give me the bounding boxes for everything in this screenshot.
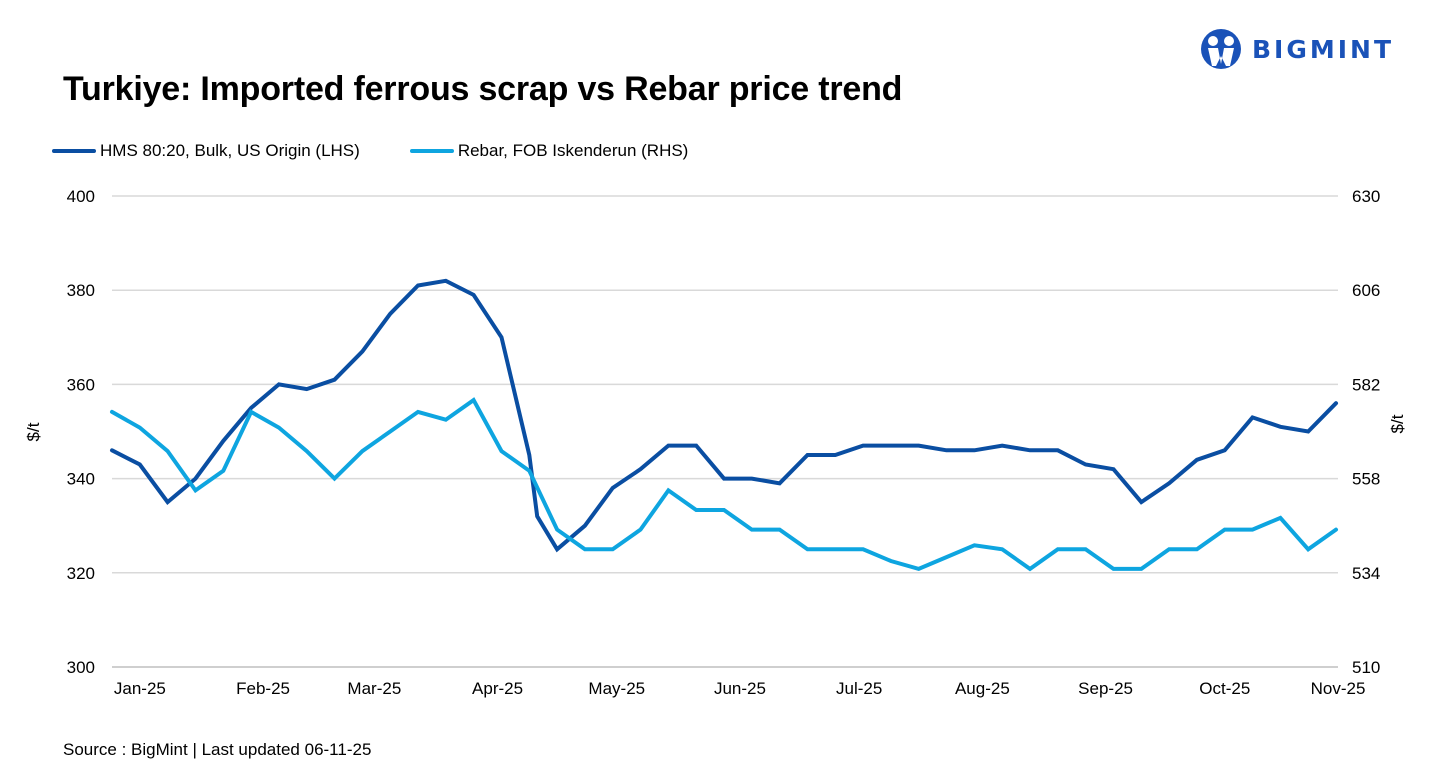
x-tick-label: Jun-25 <box>714 679 766 698</box>
y-tick-label-left: 300 <box>67 658 95 677</box>
x-tick-label: Apr-25 <box>472 679 523 698</box>
source-note: Source : BigMint | Last updated 06-11-25 <box>63 740 372 759</box>
y-tick-label-left: 360 <box>67 375 95 394</box>
logo-mark-icon <box>1201 29 1241 69</box>
legend-swatch-rebar <box>409 149 454 153</box>
bigmint-logo: BIGMINT <box>1200 28 1394 70</box>
x-tick-label: Mar-25 <box>347 679 401 698</box>
legend: HMS 80:20, Bulk, US Origin (LHS) Rebar, … <box>52 141 738 161</box>
y-tick-label-right: 582 <box>1352 375 1380 394</box>
y-tick-label-right: 510 <box>1352 658 1380 677</box>
y-tick-label-right: 630 <box>1352 187 1380 206</box>
x-tick-label: Feb-25 <box>236 679 290 698</box>
y-axis-label-left: $/t <box>24 422 43 441</box>
x-tick-label: Jul-25 <box>836 679 882 698</box>
legend-label-hms: HMS 80:20, Bulk, US Origin (LHS) <box>100 141 360 160</box>
y-tick-label-right: 534 <box>1352 564 1380 583</box>
x-tick-label: Nov-25 <box>1311 679 1366 698</box>
y-tick-label-left: 380 <box>67 281 95 300</box>
legend-item-rebar: Rebar, FOB Iskenderun (RHS) <box>409 141 689 161</box>
legend-swatch-hms <box>52 149 96 153</box>
chart-title: Turkiye: Imported ferrous scrap vs Rebar… <box>63 70 903 108</box>
x-tick-label: Oct-25 <box>1199 679 1250 698</box>
y-tick-label-right: 558 <box>1352 470 1380 489</box>
legend-item-hms: HMS 80:20, Bulk, US Origin (LHS) <box>52 141 360 161</box>
y-tick-label-left: 340 <box>67 470 95 489</box>
series-line-rebar <box>110 397 1338 572</box>
legend-label-rebar: Rebar, FOB Iskenderun (RHS) <box>457 141 689 160</box>
logo-text: BIGMINT <box>1252 34 1395 64</box>
x-tick-label: Sep-25 <box>1078 679 1133 698</box>
y-tick-label-left: 400 <box>67 187 95 206</box>
x-tick-label: Jan-25 <box>114 679 166 698</box>
x-tick-label: May-25 <box>588 679 645 698</box>
y-tick-label-right: 606 <box>1352 281 1380 300</box>
y-tick-label-left: 320 <box>67 564 95 583</box>
y-axis-label-right: $/t <box>1388 414 1407 433</box>
x-tick-label: Aug-25 <box>955 679 1010 698</box>
series-line-hms <box>110 278 1338 553</box>
